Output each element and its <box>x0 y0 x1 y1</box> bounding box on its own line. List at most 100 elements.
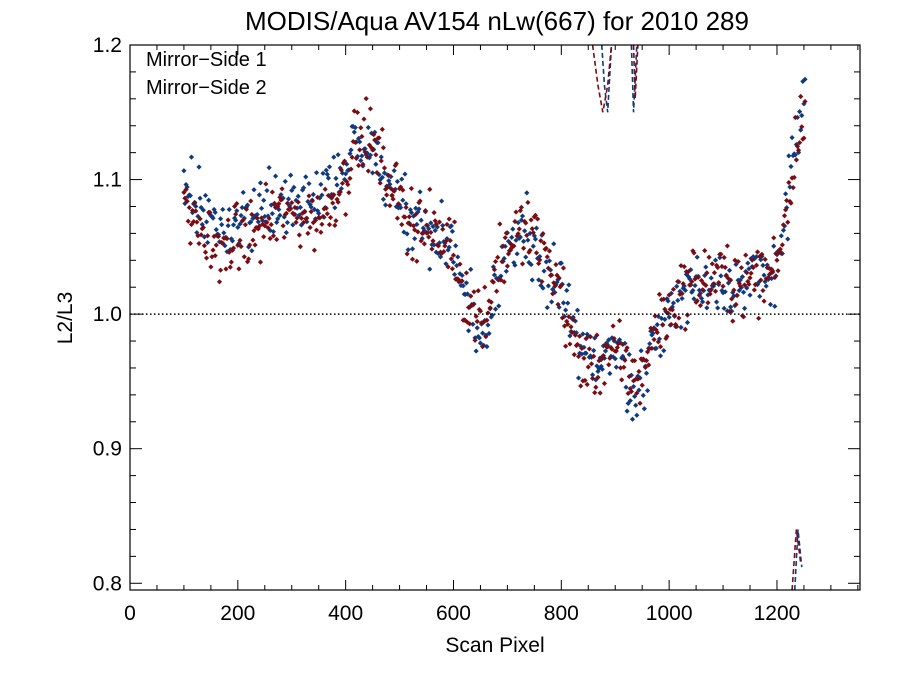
data-point <box>719 263 725 270</box>
data-point <box>785 236 791 242</box>
data-point <box>281 214 287 220</box>
data-point <box>323 205 329 211</box>
data-point <box>244 202 251 208</box>
data-point <box>605 344 611 350</box>
data-point <box>767 301 774 308</box>
data-point <box>661 296 667 302</box>
data-point <box>315 194 321 200</box>
data-point <box>384 192 390 198</box>
data-point <box>274 236 280 243</box>
data-point <box>374 170 380 176</box>
data-point <box>610 354 616 360</box>
data-point <box>258 215 265 221</box>
data-point <box>524 232 530 238</box>
data-point <box>339 170 346 176</box>
data-point <box>551 241 557 247</box>
data-point <box>726 267 733 274</box>
data-point <box>378 154 384 160</box>
data-point <box>775 268 781 274</box>
data-point <box>802 98 808 105</box>
data-point <box>646 362 652 368</box>
data-point <box>656 336 663 342</box>
data-point <box>276 206 282 213</box>
x-axis-label: Scan Pixel <box>445 634 544 657</box>
data-point <box>696 292 702 298</box>
chart-title: MODIS/Aqua AV154 nLw(667) for 2010 289 <box>245 6 749 36</box>
data-point <box>191 219 197 225</box>
data-point <box>609 335 615 341</box>
data-point <box>632 358 638 364</box>
data-point <box>393 161 399 167</box>
data-point <box>488 314 494 320</box>
data-point <box>448 256 454 262</box>
data-point <box>358 157 364 164</box>
data-point <box>669 307 675 313</box>
data-point <box>793 157 799 163</box>
data-point <box>764 262 770 268</box>
data-point <box>335 152 341 158</box>
data-point <box>699 287 706 293</box>
data-point <box>778 233 784 239</box>
data-point <box>430 238 436 244</box>
data-point <box>662 316 668 322</box>
data-point <box>630 378 637 384</box>
data-point <box>745 260 751 266</box>
data-point <box>409 256 416 262</box>
data-point <box>474 318 480 325</box>
data-point <box>389 192 395 198</box>
data-point <box>330 193 336 199</box>
data-point <box>519 213 526 219</box>
data-point <box>771 243 777 249</box>
data-point <box>792 114 798 121</box>
data-point <box>303 174 309 180</box>
data-point <box>679 290 685 297</box>
data-point <box>691 296 697 302</box>
data-point <box>715 264 721 271</box>
data-point <box>586 346 592 352</box>
data-point <box>610 323 616 329</box>
data-point <box>517 208 523 214</box>
data-point <box>545 265 551 271</box>
data-point <box>629 416 636 422</box>
data-point <box>515 231 521 237</box>
data-point <box>491 267 498 273</box>
data-point <box>186 204 192 211</box>
data-point <box>267 235 273 242</box>
data-point <box>675 278 681 285</box>
data-point <box>281 234 287 241</box>
data-point <box>341 158 348 164</box>
data-point <box>472 337 478 343</box>
data-point <box>680 281 686 287</box>
data-point <box>357 147 363 153</box>
data-point <box>710 281 716 287</box>
data-point <box>427 266 433 272</box>
data-point <box>511 243 517 249</box>
data-point <box>787 184 793 190</box>
data-point <box>299 210 306 216</box>
data-point <box>197 195 203 201</box>
data-point <box>559 315 565 321</box>
data-point <box>622 340 628 346</box>
data-point <box>348 147 354 153</box>
data-point <box>403 201 409 207</box>
data-point <box>460 283 466 289</box>
data-point <box>780 227 787 233</box>
data-point <box>525 237 531 243</box>
data-point <box>442 243 448 249</box>
data-point <box>704 270 710 276</box>
data-point <box>639 382 645 388</box>
data-point <box>270 229 277 235</box>
data-point <box>210 215 216 221</box>
data-point <box>738 284 744 291</box>
data-point <box>772 303 778 309</box>
plot-frame <box>129 44 861 591</box>
data-point <box>671 312 678 318</box>
data-point <box>580 331 586 337</box>
data-point <box>433 221 439 227</box>
data-point <box>541 240 547 246</box>
data-point <box>353 155 360 161</box>
data-point <box>713 262 720 268</box>
data-point <box>558 282 564 288</box>
data-point <box>786 179 792 186</box>
data-point <box>742 282 748 288</box>
